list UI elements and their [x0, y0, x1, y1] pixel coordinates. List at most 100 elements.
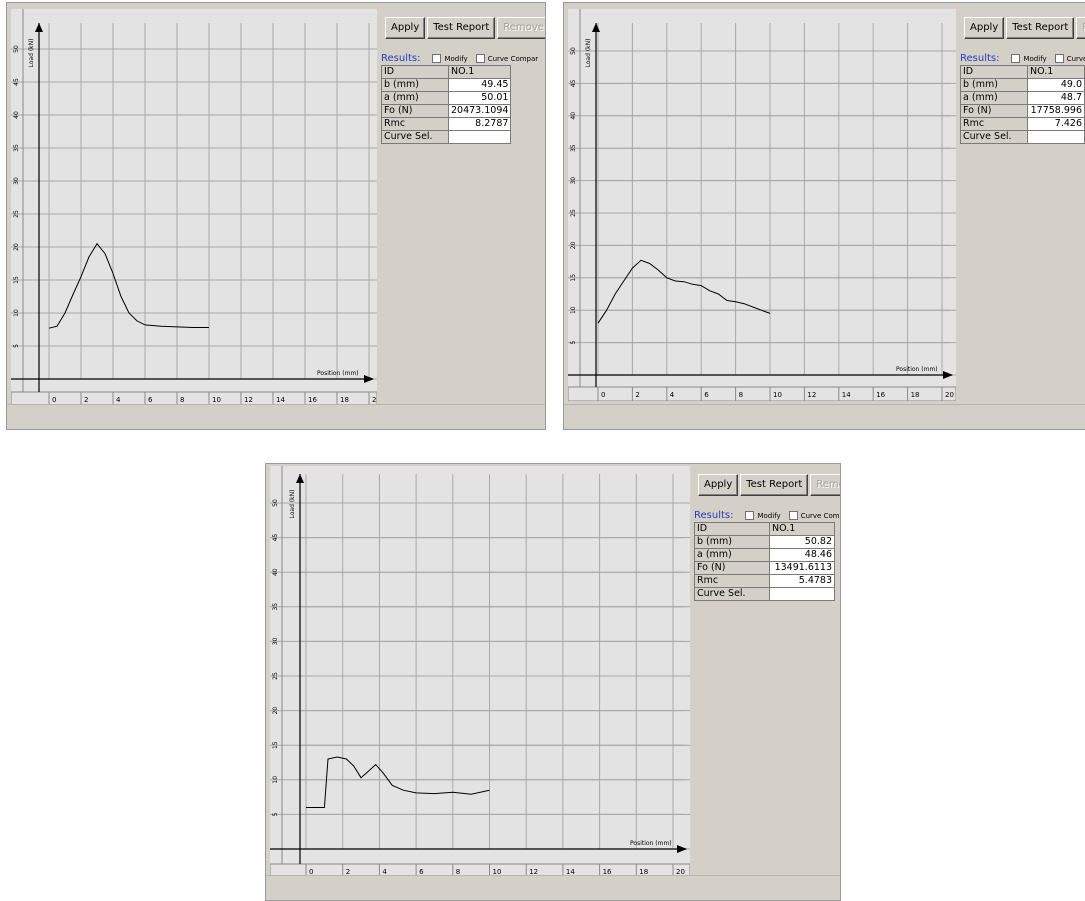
status-bar: [564, 404, 1085, 429]
x-tick-strip: [270, 863, 690, 878]
x-tick-label: 10: [773, 391, 782, 399]
x-tick-label: 18: [340, 396, 349, 404]
row-label: b (mm): [694, 535, 770, 549]
y-axis-label: Load (kN): [28, 39, 35, 68]
a-value[interactable]: 48.46: [769, 548, 835, 562]
x-tick-label: 14: [276, 396, 285, 404]
load-curve: [48, 242, 209, 329]
modify-checkbox[interactable]: Modify: [745, 511, 781, 520]
x-tick-label: 6: [419, 868, 424, 876]
row-label: ID: [694, 522, 770, 536]
x-axis-label: Position (mm): [317, 370, 359, 377]
y-tick-label: 50: [13, 45, 20, 53]
row-label: b (mm): [960, 78, 1028, 92]
x-tick-label: 16: [308, 396, 317, 404]
x-tick-label: 8: [739, 391, 743, 399]
row-label: Curve Sel.: [960, 130, 1028, 144]
results-panel: Apply Test Report Remove Ext Results: Mo…: [692, 466, 840, 878]
apply-button[interactable]: Apply: [385, 17, 426, 39]
test-report-button[interactable]: Test Report: [740, 474, 809, 496]
x-tick-label: 6: [148, 396, 153, 404]
modify-checkbox[interactable]: Modify: [1011, 54, 1047, 63]
fo-value[interactable]: 17758.996: [1027, 104, 1085, 118]
screenshot-2: 5 10 15 20 25 30 35 40 45 50 Load (kN) 0 2 4 6 8 10 12 14 1…: [563, 2, 1085, 430]
x-tick-label: 2: [84, 396, 88, 404]
modify-checkbox[interactable]: Modify: [432, 54, 468, 63]
rmc-value[interactable]: 8.2787: [447, 117, 512, 131]
x-axis-arrow: [364, 375, 374, 383]
b-value[interactable]: 50.82: [769, 535, 835, 549]
y-tick-label: 40: [570, 112, 577, 120]
results-label: Results:: [694, 510, 734, 521]
curve-sel-value[interactable]: [1027, 130, 1085, 144]
rmc-value[interactable]: 5.4783: [769, 574, 835, 588]
a-value[interactable]: 48.7: [1027, 91, 1085, 105]
table-row: ID NO.1: [960, 65, 1085, 79]
x-tick-label: 10: [493, 868, 502, 876]
y-tick-label: 15: [13, 276, 20, 284]
table-row: Rmc 7.426: [960, 117, 1085, 131]
results-panel: Apply Test Report Remove Ext Results: Mo…: [958, 9, 1085, 401]
curve-sel-value[interactable]: [769, 587, 835, 601]
b-value[interactable]: 49.45: [447, 78, 512, 92]
curve-compare-checkbox[interactable]: Curve Compar: [788, 511, 840, 520]
y-tick-label: 20: [13, 243, 20, 251]
remove-ext-button[interactable]: Remove Ext: [810, 474, 840, 496]
rmc-value[interactable]: 7.426: [1027, 117, 1085, 131]
x-tick-label: 4: [116, 396, 121, 404]
y-tick-label: 20: [272, 707, 279, 715]
row-label: a (mm): [381, 91, 449, 105]
y-tick-label: 30: [570, 177, 577, 185]
x-tick-label: 16: [876, 391, 885, 399]
y-tick-label: 30: [272, 637, 279, 645]
table-row: ID NO.1: [381, 65, 512, 79]
load-position-plot: 5 10 15 20 25 30 35 40 45 50 Load (kN) 0 2 4 6 8 10 12 14 1…: [11, 9, 377, 406]
y-tick-label: 5: [13, 344, 20, 348]
remove-ext-button[interactable]: Remove Ext: [497, 17, 545, 39]
row-label: a (mm): [960, 91, 1028, 105]
remove-ext-button[interactable]: Remove Ext: [1076, 17, 1085, 39]
curve-compare-checkbox[interactable]: Curve Compar: [1054, 54, 1085, 63]
table-row: Curve Sel.: [381, 130, 512, 144]
apply-button[interactable]: Apply: [698, 474, 739, 496]
plot-svg: 5 10 15 20 25 30 35 40 45 50 Load (kN) 0 2 4 6 8 10 12 14 1…: [270, 466, 690, 878]
x-tick-label: 4: [382, 868, 387, 876]
plot-svg: 5 10 15 20 25 30 35 40 45 50 Load (kN) 0 2 4 6 8 10 12 14 1…: [568, 9, 956, 401]
test-report-button[interactable]: Test Report: [427, 17, 496, 39]
y-axis-arrow: [592, 23, 600, 32]
a-value[interactable]: 50.01: [447, 91, 512, 105]
results-table: ID NO.1 b (mm) 49.45 a (mm) 50.01 Fo (N) 204…: [381, 65, 512, 144]
id-value: NO.1: [447, 65, 512, 79]
results-header: Results: Modify Curve Compar: [960, 53, 1085, 64]
fo-value[interactable]: 13491.6113: [769, 561, 835, 575]
load-position-plot: 5 10 15 20 25 30 35 40 45 50 Load (kN) 0 2 4 6 8 10 12 14 1…: [270, 466, 690, 878]
table-row: b (mm) 50.82: [694, 535, 835, 549]
curve-sel-value[interactable]: [447, 130, 512, 144]
x-tick-strip: [568, 386, 956, 401]
row-label: Curve Sel.: [694, 587, 770, 601]
x-axis-arrow: [943, 371, 953, 379]
row-label: Rmc: [960, 117, 1028, 131]
y-tick-label: 45: [570, 79, 577, 87]
x-tick-label: 14: [842, 391, 851, 399]
row-label: Curve Sel.: [381, 130, 449, 144]
x-tick-label: 6: [704, 391, 709, 399]
table-row: Curve Sel.: [960, 130, 1085, 144]
table-row: b (mm) 49.45: [381, 78, 512, 92]
x-tick-strip: [11, 391, 377, 406]
y-tick-label: 50: [570, 47, 577, 55]
fo-value[interactable]: 20473.1094: [447, 104, 512, 118]
test-report-button[interactable]: Test Report: [1006, 17, 1075, 39]
x-tick-label: 20: [372, 396, 377, 404]
y-tick-label: 25: [272, 672, 279, 680]
plot-svg: 5 10 15 20 25 30 35 40 45 50 Load (kN) 0 2 4 6 8 10 12 14 1…: [11, 9, 377, 406]
y-tick-label: 10: [272, 776, 279, 784]
apply-button[interactable]: Apply: [964, 17, 1005, 39]
curve-compare-checkbox[interactable]: Curve Compar: [475, 54, 538, 63]
table-row: Fo (N) 17758.996: [960, 104, 1085, 118]
row-label: Fo (N): [694, 561, 770, 575]
b-value[interactable]: 49.0: [1027, 78, 1085, 92]
x-tick-label: 12: [807, 391, 816, 399]
results-label: Results:: [960, 53, 1000, 64]
y-tick-label: 45: [272, 534, 279, 542]
